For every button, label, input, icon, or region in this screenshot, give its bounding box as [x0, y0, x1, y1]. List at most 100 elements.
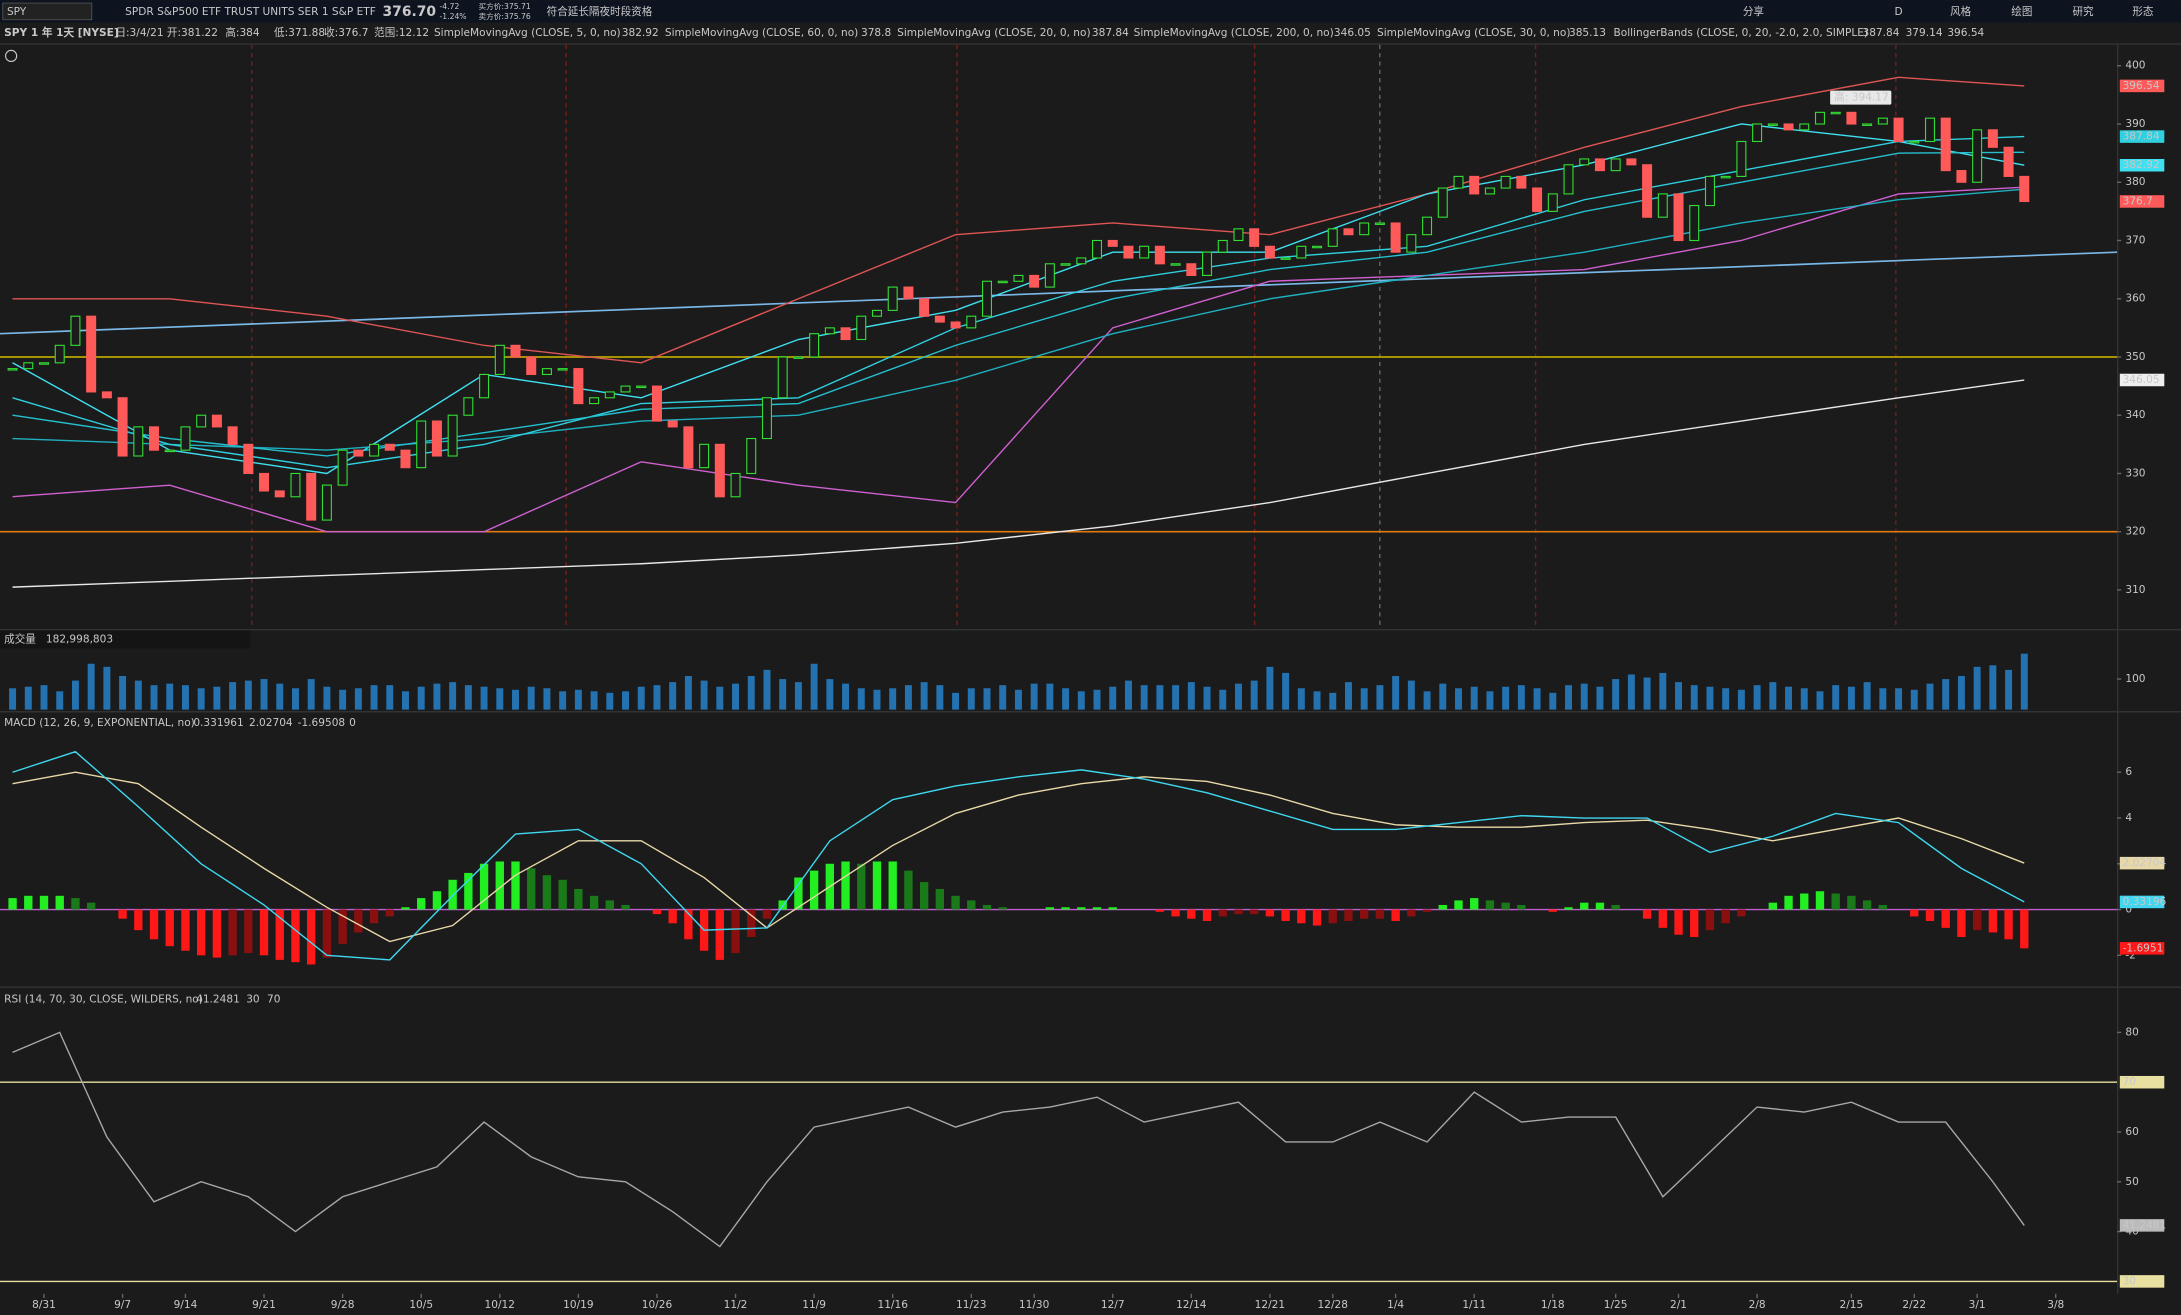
- info-icon[interactable]: [5, 49, 18, 63]
- macd-bar: [149, 909, 159, 940]
- macd-readout: 0: [349, 717, 356, 729]
- candle: [746, 437, 757, 475]
- tool[interactable]: 研究: [2073, 5, 2095, 18]
- symbol-box[interactable]: [2, 2, 93, 21]
- candle: [510, 344, 521, 358]
- candle: [337, 449, 348, 486]
- macd-bar: [1988, 909, 1998, 933]
- macd-bar: [1360, 909, 1369, 919]
- candle: [683, 426, 694, 469]
- candle: [1814, 111, 1825, 125]
- volume-bar: [1769, 682, 1777, 710]
- tool[interactable]: 分享: [1743, 5, 1764, 18]
- macd-bar: [589, 895, 599, 910]
- tool[interactable]: 形态: [2132, 5, 2154, 18]
- x-tick-label: 2/22: [1902, 1299, 1926, 1311]
- x-tick-label: 2/1: [1670, 1299, 1687, 1311]
- x-tick-label: 12/28: [1318, 1299, 1348, 1311]
- volume-bar: [669, 682, 677, 710]
- last-price: 376.70: [383, 4, 437, 20]
- volume-bar: [1266, 666, 1274, 710]
- candle: [290, 472, 301, 498]
- axis-value-label: 376.7: [2123, 195, 2153, 207]
- axis-value-label: 0.33196: [2123, 896, 2167, 908]
- macd-bar: [684, 909, 693, 940]
- y-tick-label: 340: [2125, 409, 2145, 421]
- axis-value-box: [2119, 195, 2165, 208]
- macd-bar: [1737, 909, 1746, 917]
- volume-readout: 182,998,803: [46, 633, 113, 645]
- macd-bar: [369, 909, 379, 924]
- candle: [494, 344, 505, 376]
- volume-bar: [1234, 683, 1242, 710]
- macd-bar: [479, 863, 489, 910]
- candle: [70, 315, 81, 346]
- macd-bar: [259, 909, 269, 956]
- macd-bar: [998, 907, 1007, 910]
- macd-bar: [2004, 909, 2013, 940]
- candle: [1170, 263, 1181, 266]
- volume-bar: [1957, 675, 1965, 710]
- volume-bar: [1187, 682, 1195, 710]
- candle: [934, 315, 945, 323]
- x-tick-label: 10/5: [409, 1299, 433, 1311]
- tool[interactable]: 绘图: [2011, 5, 2032, 18]
- candle: [557, 368, 568, 371]
- macd-readout: 2.02704: [249, 717, 293, 729]
- candle: [1484, 187, 1495, 195]
- x-tick-label: 11/9: [802, 1299, 826, 1311]
- candle: [887, 286, 898, 311]
- macd-bar: [1234, 909, 1243, 915]
- candle: [1720, 175, 1731, 179]
- macd-bar: [1957, 909, 1966, 938]
- candle: [1139, 245, 1150, 259]
- candle: [1830, 111, 1841, 115]
- y-tick-label: 370: [2125, 234, 2145, 246]
- macd-bar: [1595, 902, 1605, 910]
- candle: [1594, 158, 1605, 172]
- volume-bar: [2020, 653, 2028, 710]
- macd-bar: [291, 909, 300, 963]
- volume-bar: [229, 682, 237, 710]
- macd-bar: [1250, 909, 1259, 915]
- tool[interactable]: D: [1894, 6, 1902, 18]
- x-tick-label: 8/31: [32, 1299, 56, 1311]
- candle: [86, 315, 97, 393]
- chart-title: SPY 1 年 1天 [NYSE]: [4, 26, 119, 39]
- macd-bar: [1218, 909, 1227, 917]
- candle: [809, 333, 820, 358]
- volume-bar: [1517, 685, 1525, 710]
- candle: [133, 426, 144, 457]
- macd-bar: [1800, 893, 1809, 910]
- volume-bar: [1470, 686, 1478, 710]
- candle: [149, 426, 160, 451]
- volume-bar: [87, 663, 95, 710]
- x-tick-label: 1/4: [1387, 1299, 1404, 1311]
- axis-value-box: [2119, 856, 2165, 870]
- macd-bar: [558, 879, 567, 910]
- macd-label: MACD (12, 26, 9, EXPONENTIAL, no): [4, 717, 195, 729]
- macd-bar: [196, 909, 206, 956]
- candle: [1296, 245, 1307, 259]
- volume-bar: [1863, 682, 1871, 710]
- macd-bar: [967, 900, 976, 910]
- volume-bar: [433, 683, 441, 710]
- volume-bar: [1549, 692, 1557, 710]
- macd-bar: [24, 895, 33, 910]
- candle: [1217, 239, 1228, 253]
- candle: [651, 385, 662, 422]
- y-tick-label: 400: [2125, 60, 2145, 72]
- study-label: SimpleMovingAvg (CLOSE, 20, 0, no): [897, 27, 1090, 39]
- tool[interactable]: 风格: [1950, 5, 1972, 18]
- candle: [793, 356, 804, 359]
- change: -4.72: [440, 2, 460, 11]
- info-range: 范围:12.12: [374, 26, 429, 39]
- volume-bar: [1565, 685, 1572, 710]
- x-tick-label: 3/1: [1969, 1299, 1986, 1311]
- volume-bar: [1706, 686, 1714, 710]
- top-bar: [0, 0, 2181, 23]
- volume-bar: [904, 685, 912, 710]
- volume-bar: [559, 691, 567, 710]
- symbol[interactable]: SPY: [7, 6, 27, 18]
- x-tick-label: 1/18: [1541, 1299, 1565, 1311]
